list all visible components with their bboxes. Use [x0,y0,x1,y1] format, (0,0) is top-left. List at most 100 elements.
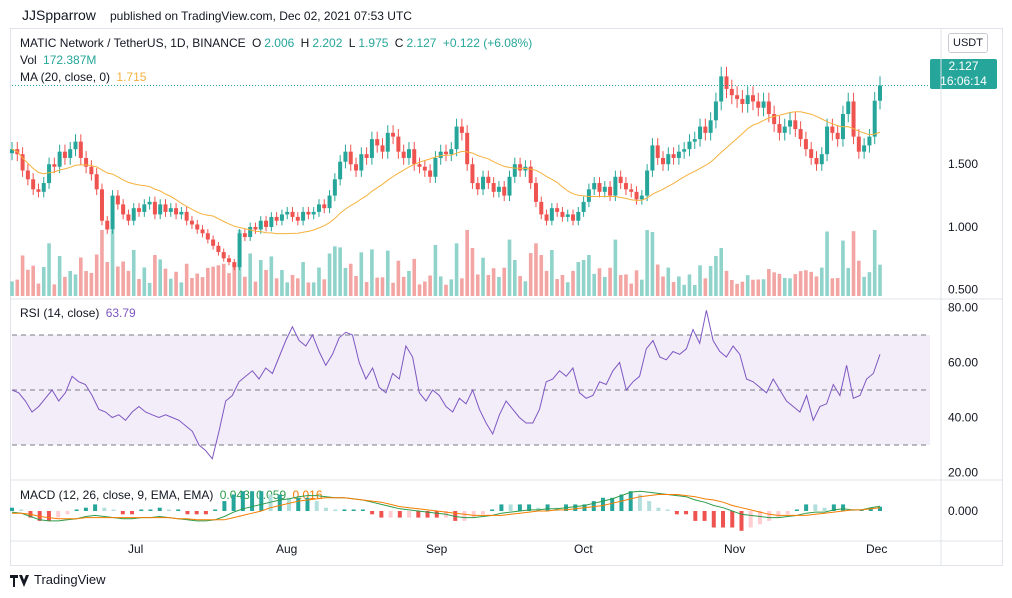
volume-bar [41,267,46,296]
macd-histogram-bar [323,507,328,511]
ma-value: 1.715 [116,70,147,84]
rsi-label[interactable]: RSI (14, close) [20,306,100,320]
candle-body [825,126,830,155]
volume-bar [793,274,798,296]
macd-label[interactable]: MACD (12, 26, close, 9, EMA, EMA) [20,488,214,502]
candle-body [856,136,861,152]
volume-bar [105,262,110,296]
candle-body [258,220,263,230]
candle [62,144,67,165]
footer-brand[interactable]: TradingView [10,572,106,587]
macd-histogram-bar [656,507,661,511]
volume-bar [417,284,422,296]
candle [73,134,78,157]
candle [10,142,14,161]
volume-bar [211,266,215,296]
macd-histogram-bar [314,501,319,511]
volume-bar [243,276,247,296]
candle-body [47,164,52,184]
candle-body [31,179,36,190]
candle [20,147,25,177]
macd-histogram-bar [757,511,762,525]
candle [258,216,263,234]
candle-body [105,220,110,230]
ma-legend: MA (20, close, 0) 1.715 [20,70,149,84]
volume-bar [375,277,379,296]
rsi-axis-tick: 40.00 [948,411,978,425]
volume-bar [232,266,237,296]
candle-body [586,189,591,202]
symbol-label[interactable]: MATIC Network / TetherUS, 1D, BINANCE [20,36,246,50]
candle [682,142,687,159]
candle-body [115,195,120,205]
candle [264,216,269,232]
candle [713,92,718,129]
volume-bar [782,278,787,296]
candle [655,138,660,165]
candle [147,196,152,210]
macd-histogram-bar [120,511,125,515]
volume-bar [20,255,25,296]
volume-bar [322,279,327,296]
candle-body [264,220,269,227]
volume-bar [714,255,718,296]
volume-bar [682,284,686,296]
candle [586,183,591,208]
volume-bar [730,280,734,296]
volume-bar [137,279,141,296]
candle [348,144,353,171]
candle [708,112,713,141]
candle [565,209,570,222]
volume-bar [629,283,634,296]
candle [444,144,448,162]
macd-histogram-bar [10,507,14,511]
candle-body [237,233,242,268]
volume-bar [640,279,644,296]
volume-bar [36,283,41,296]
candle [661,151,665,171]
candle [433,151,438,183]
candle-body [380,145,385,152]
candle [756,92,761,117]
candle [878,76,882,110]
candle-body [475,183,480,190]
macd-histogram-bar [296,497,301,511]
candle-body [772,114,777,125]
volume-bar [343,267,348,296]
ma-label[interactable]: MA (20, close, 0) [20,70,111,84]
candle-body [152,201,157,215]
macd-histogram-bar [878,506,882,511]
candle-body [661,157,665,165]
candle-body [168,208,173,212]
author-name[interactable]: JJSpparrow [22,7,96,23]
candle [803,131,808,157]
candle-body [369,139,374,158]
low-value: 1.975 [358,36,389,50]
candle [237,229,242,271]
candle-body [878,85,882,101]
volume-bar [147,282,152,296]
volume-bar [491,268,496,296]
macd-histogram-bar [277,494,282,511]
candle-body [385,132,390,152]
candle-body [671,154,676,158]
volume-bar [296,278,300,296]
volume-bar [655,264,660,296]
macd-histogram-bar [148,509,153,511]
candle-body [84,157,89,167]
macd-histogram-bar [748,511,753,528]
candle-body [719,76,724,102]
candle [512,157,517,183]
volume-bar [513,260,517,296]
candle-body [316,204,321,212]
volume-bar [581,260,586,296]
volume-bar [772,272,776,296]
candle-body [211,239,216,246]
candle [375,131,380,153]
macd-histogram-bar [674,511,679,515]
candle [650,138,655,177]
candle-body [581,201,586,212]
currency-button[interactable]: USDT [948,33,988,53]
volume-bar [370,249,374,296]
